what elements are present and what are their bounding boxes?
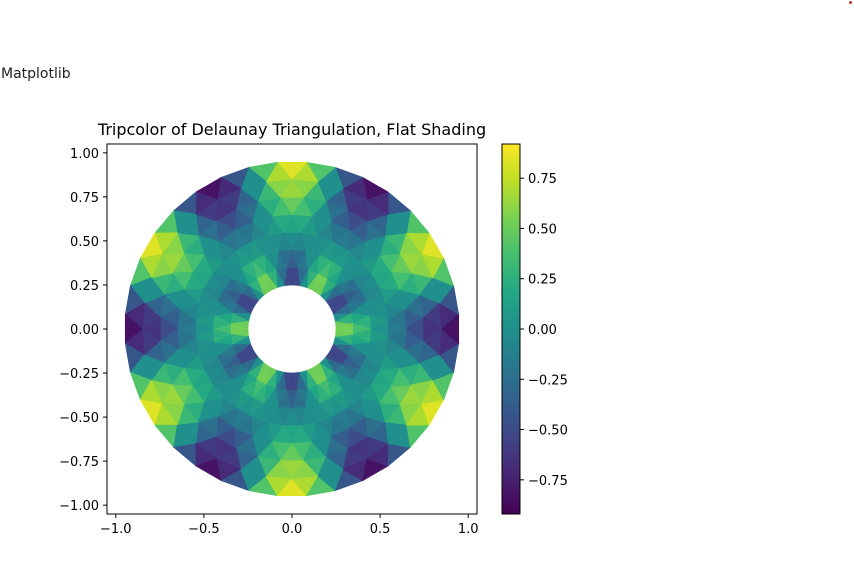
x-tick-label: −1.0 <box>100 522 132 537</box>
y-tick-label: 0.50 <box>70 235 99 250</box>
colorbar-tick-label: 0.00 <box>528 323 557 338</box>
y-tick-label: 0.25 <box>70 279 99 294</box>
colorbar-tick-label: −0.75 <box>528 474 568 489</box>
colorbar-tick-label: 0.50 <box>528 222 557 237</box>
app-title: Matplotlib <box>1 66 71 82</box>
x-tick-label: 0.0 <box>282 522 303 537</box>
mesh-triangle-459 <box>154 209 178 234</box>
colorbar-tick-label: 0.75 <box>528 172 557 187</box>
y-tick-label: 0.75 <box>70 191 99 206</box>
colorbar-tick-label: −0.25 <box>528 373 568 388</box>
colorbar-axis: −0.75 −0.50 −0.25 0.00 0.25 0.50 0.75 <box>520 172 568 489</box>
y-tick-label: −0.25 <box>59 367 99 382</box>
tripcolor-mesh <box>124 161 460 497</box>
corner-dot <box>849 1 852 4</box>
x-tick-label: 0.5 <box>370 522 391 537</box>
colorbar <box>501 143 521 515</box>
y-tick-label: 0.00 <box>70 323 99 338</box>
chart-title: Tripcolor of Delaunay Triangulation, Fla… <box>97 120 486 139</box>
mesh-triangle-441 <box>387 191 412 215</box>
mesh-triangle-495 <box>406 424 430 449</box>
x-tick-label: 1.0 <box>458 522 479 537</box>
y-tick-label: −1.00 <box>59 499 99 514</box>
colorbar-tick-label: −0.50 <box>528 424 568 439</box>
colorbar-tick-label: 0.25 <box>528 273 557 288</box>
x-axis: −1.0 −0.5 0.0 0.5 1.0 <box>100 514 479 537</box>
mesh-triangle-477 <box>172 443 197 467</box>
y-axis: −1.00 −0.75 −0.50 −0.25 0.00 0.25 0.50 0.75 1.00 <box>59 147 107 514</box>
y-tick-label: −0.50 <box>59 411 99 426</box>
x-tick-label: −0.5 <box>188 522 220 537</box>
y-tick-label: 1.00 <box>70 147 99 162</box>
y-tick-label: −0.75 <box>59 455 99 470</box>
mesh-triangle-503 <box>441 313 460 345</box>
